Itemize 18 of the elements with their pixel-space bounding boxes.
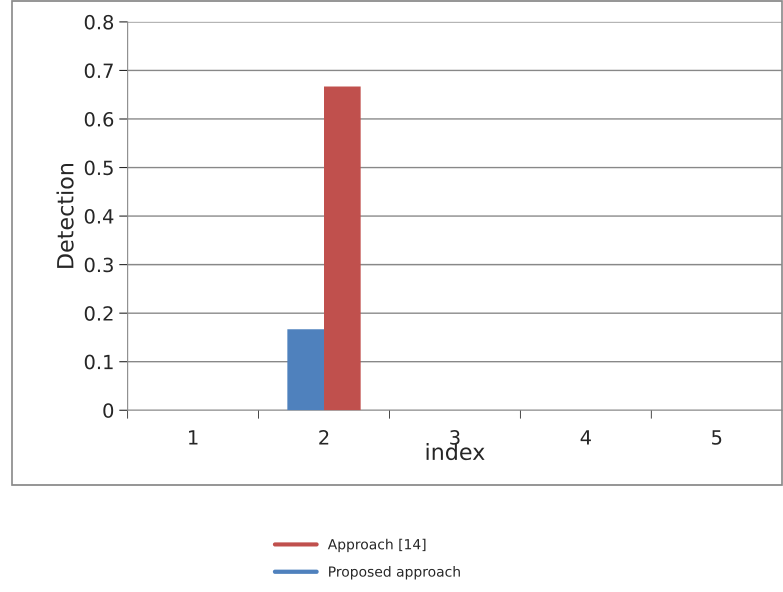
y-axis-title: Detection (56, 164, 74, 268)
y-tick-label: 0.5 (84, 160, 113, 176)
y-tick-label: 0.1 (84, 354, 113, 370)
x-tick-label: 3 (450, 430, 460, 445)
x-tick-label: 2 (319, 430, 328, 444)
y-tick-label: 0.4 (84, 209, 114, 224)
x-tick-label: 5 (712, 430, 722, 445)
y-tick-label: 0.3 (84, 258, 113, 272)
x-axis-title: index (426, 442, 485, 460)
y-tick-label: 0.8 (84, 14, 114, 30)
x-tick-label: 4 (580, 430, 591, 444)
y-tick-label: 0 (103, 403, 114, 418)
legend-label: Proposed approach (329, 566, 460, 580)
y-tick-label: 0.2 (84, 306, 112, 321)
legend-label: Approach [14] (328, 538, 426, 552)
y-tick-label: 0.6 (84, 112, 114, 127)
y-tick-label: 0.7 (84, 63, 113, 78)
x-tick-label: 1 (189, 430, 198, 444)
